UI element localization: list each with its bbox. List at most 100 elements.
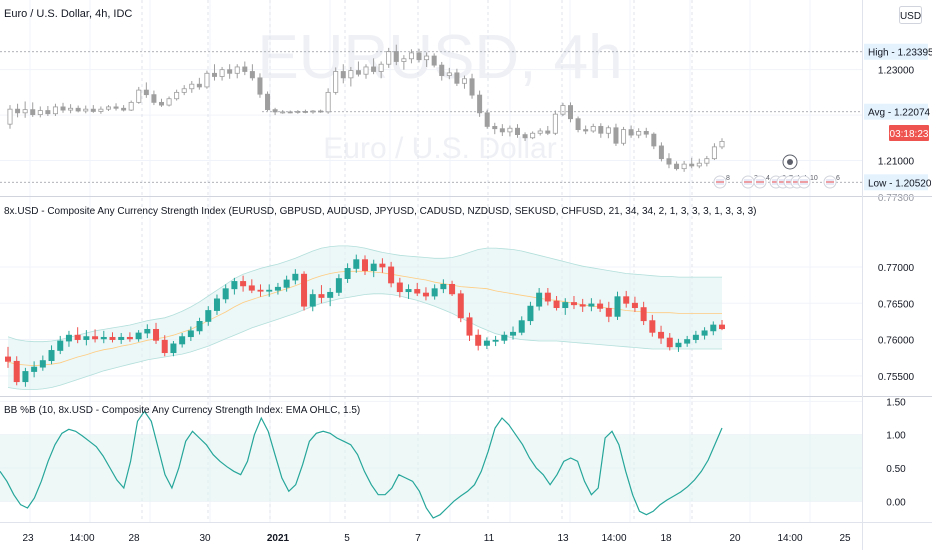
- candle-body[interactable]: [335, 278, 342, 293]
- candle-body[interactable]: [109, 336, 116, 340]
- candle-body[interactable]: [361, 259, 368, 271]
- candle-body[interactable]: [613, 127, 619, 144]
- candle-body[interactable]: [623, 296, 630, 304]
- candle-body[interactable]: [681, 163, 687, 170]
- candle-body[interactable]: [318, 294, 325, 298]
- candle-body[interactable]: [711, 146, 717, 160]
- candle-body[interactable]: [90, 108, 96, 112]
- currency-button-frame[interactable]: [899, 6, 922, 24]
- candle-body[interactable]: [265, 93, 271, 111]
- candle-body[interactable]: [379, 263, 386, 268]
- candle-body[interactable]: [52, 106, 58, 115]
- candle-body[interactable]: [248, 285, 255, 291]
- candle-body[interactable]: [257, 77, 263, 95]
- candle-body[interactable]: [370, 263, 377, 271]
- candle-body[interactable]: [363, 66, 369, 75]
- countdown-badge[interactable]: [889, 125, 929, 141]
- candle-body[interactable]: [283, 279, 290, 288]
- candle-body[interactable]: [204, 72, 210, 88]
- candle-body[interactable]: [469, 78, 475, 96]
- candle-body[interactable]: [719, 324, 726, 330]
- candle-body[interactable]: [396, 282, 403, 293]
- candle-body[interactable]: [583, 129, 589, 132]
- candle-body[interactable]: [562, 302, 569, 309]
- candle-body[interactable]: [507, 127, 513, 133]
- candle-body[interactable]: [477, 94, 483, 114]
- candle-body[interactable]: [405, 289, 412, 293]
- price-level-box[interactable]: [864, 43, 928, 60]
- candle-body[interactable]: [388, 266, 395, 284]
- candle-body[interactable]: [170, 343, 177, 354]
- candle-body[interactable]: [266, 289, 273, 292]
- candle-body[interactable]: [484, 112, 490, 127]
- candle-body[interactable]: [631, 302, 638, 309]
- candle-body[interactable]: [174, 91, 180, 100]
- candle-body[interactable]: [568, 105, 574, 120]
- candle-body[interactable]: [39, 360, 46, 368]
- candle-body[interactable]: [100, 336, 107, 340]
- candle-body[interactable]: [424, 55, 430, 61]
- candle-body[interactable]: [439, 64, 445, 76]
- bb-percent-b-pane[interactable]: [0, 410, 862, 519]
- candle-body[interactable]: [466, 317, 473, 336]
- candle-body[interactable]: [48, 350, 55, 362]
- candle-body[interactable]: [7, 108, 13, 125]
- candle-body[interactable]: [143, 89, 149, 96]
- candle-body[interactable]: [446, 72, 452, 76]
- candle-body[interactable]: [492, 339, 499, 342]
- candle-body[interactable]: [65, 334, 72, 342]
- candle-body[interactable]: [344, 268, 351, 279]
- price-axis[interactable]: 1.210001.220001.230000.755000.760000.765…: [864, 43, 932, 509]
- economic-events[interactable]: 8342744106: [713, 154, 840, 189]
- candle-body[interactable]: [689, 163, 695, 167]
- candle-body[interactable]: [483, 340, 490, 346]
- candle-body[interactable]: [628, 129, 634, 136]
- candle-body[interactable]: [118, 336, 125, 340]
- candle-body[interactable]: [151, 94, 157, 103]
- candle-body[interactable]: [181, 88, 187, 93]
- candle-body[interactable]: [37, 110, 43, 116]
- candle-body[interactable]: [292, 273, 299, 281]
- candle-body[interactable]: [68, 107, 74, 111]
- candle-body[interactable]: [621, 129, 627, 144]
- candle-body[interactable]: [674, 163, 680, 170]
- candle-body[interactable]: [75, 107, 81, 112]
- candle-body[interactable]: [575, 118, 581, 131]
- candle-body[interactable]: [536, 292, 543, 307]
- candle-body[interactable]: [15, 108, 21, 114]
- candle-body[interactable]: [13, 360, 20, 383]
- candle-body[interactable]: [553, 300, 560, 309]
- candle-body[interactable]: [187, 330, 194, 338]
- candle-body[interactable]: [333, 71, 339, 93]
- candle-body[interactable]: [348, 70, 354, 79]
- candle-body[interactable]: [378, 63, 384, 72]
- candle-body[interactable]: [371, 66, 377, 72]
- strength-candles[interactable]: [5, 254, 726, 387]
- candle-body[interactable]: [640, 307, 647, 322]
- candle-body[interactable]: [461, 78, 467, 84]
- candle-body[interactable]: [161, 339, 168, 354]
- candle-body[interactable]: [212, 72, 218, 77]
- candle-body[interactable]: [514, 127, 520, 136]
- candle-body[interactable]: [274, 286, 281, 291]
- candle-body[interactable]: [414, 289, 421, 294]
- candle-body[interactable]: [537, 130, 543, 134]
- candle-body[interactable]: [234, 66, 240, 74]
- candle-body[interactable]: [353, 259, 360, 269]
- candle-body[interactable]: [126, 336, 133, 340]
- price-candles[interactable]: [7, 44, 725, 172]
- candle-body[interactable]: [440, 283, 447, 290]
- price-level-box[interactable]: [864, 174, 928, 191]
- candle-body[interactable]: [22, 109, 28, 114]
- candle-body[interactable]: [158, 101, 164, 106]
- candle-body[interactable]: [222, 288, 229, 300]
- candle-body[interactable]: [205, 310, 212, 322]
- candle-body[interactable]: [431, 288, 438, 297]
- candle-body[interactable]: [658, 331, 665, 339]
- candle-body[interactable]: [231, 281, 238, 290]
- candle-body[interactable]: [393, 51, 399, 62]
- candle-body[interactable]: [166, 98, 172, 106]
- candle-body[interactable]: [301, 273, 308, 307]
- candle-body[interactable]: [597, 303, 604, 309]
- candle-body[interactable]: [719, 141, 725, 148]
